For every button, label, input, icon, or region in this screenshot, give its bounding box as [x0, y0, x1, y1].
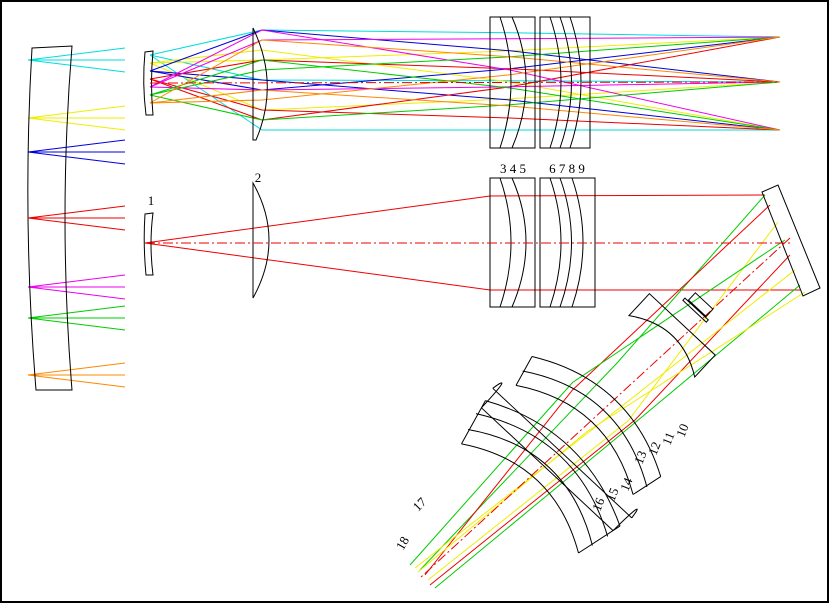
fold-mirror — [761, 184, 821, 297]
lens-group — [489, 177, 536, 308]
lens-label: 13 — [631, 448, 650, 466]
lens-label: 10 — [673, 421, 692, 439]
ray — [429, 254, 791, 586]
ray — [409, 239, 786, 566]
ray — [27, 117, 126, 131]
ray — [27, 286, 126, 300]
lens-label: 16 — [589, 495, 608, 513]
ray — [414, 269, 796, 569]
ray — [149, 39, 781, 104]
ray — [427, 221, 779, 581]
ray — [149, 29, 781, 56]
ray — [149, 36, 781, 64]
tilted-groups — [461, 292, 716, 554]
ray — [149, 54, 781, 83]
ray — [27, 317, 126, 331]
lens-label: 6 7 8 9 — [549, 161, 585, 176]
ray — [149, 36, 781, 88]
ray — [419, 194, 766, 571]
ray — [149, 49, 781, 131]
ray — [149, 70, 781, 131]
lens — [143, 212, 154, 276]
lens-label: 14 — [617, 475, 636, 493]
ray — [27, 151, 126, 165]
ray — [149, 29, 781, 131]
ray — [27, 305, 126, 319]
ray — [149, 78, 781, 131]
lens-label: 1 — [148, 193, 155, 208]
lens — [252, 181, 270, 299]
lens-group — [539, 177, 596, 308]
ray — [27, 274, 126, 288]
ray — [149, 62, 781, 111]
ray — [149, 59, 781, 131]
ray — [27, 105, 126, 119]
ray — [149, 29, 781, 83]
ray — [27, 205, 126, 219]
lens-label: 18 — [393, 534, 412, 553]
ray — [149, 89, 781, 131]
ray — [27, 59, 126, 73]
ray — [149, 36, 781, 121]
ray — [27, 374, 126, 388]
lens-label: 3 4 5 — [500, 161, 526, 176]
ray — [149, 59, 781, 83]
lens — [143, 50, 154, 116]
ray — [417, 291, 806, 573]
ray — [149, 54, 780, 131]
primary-mirror — [27, 45, 73, 391]
lens-label: 15 — [603, 485, 622, 503]
lens-label: 12 — [645, 439, 664, 457]
ray — [27, 139, 126, 153]
lens — [252, 27, 268, 141]
ray — [149, 81, 781, 91]
ray — [27, 217, 126, 231]
ray — [27, 362, 126, 376]
lens-label: 11 — [659, 430, 678, 447]
ray — [149, 36, 781, 104]
ray — [149, 36, 781, 91]
lens-label: 2 — [255, 170, 262, 185]
ray — [149, 81, 781, 121]
ray — [27, 47, 126, 61]
ray — [424, 204, 771, 576]
lens-group — [539, 16, 591, 149]
